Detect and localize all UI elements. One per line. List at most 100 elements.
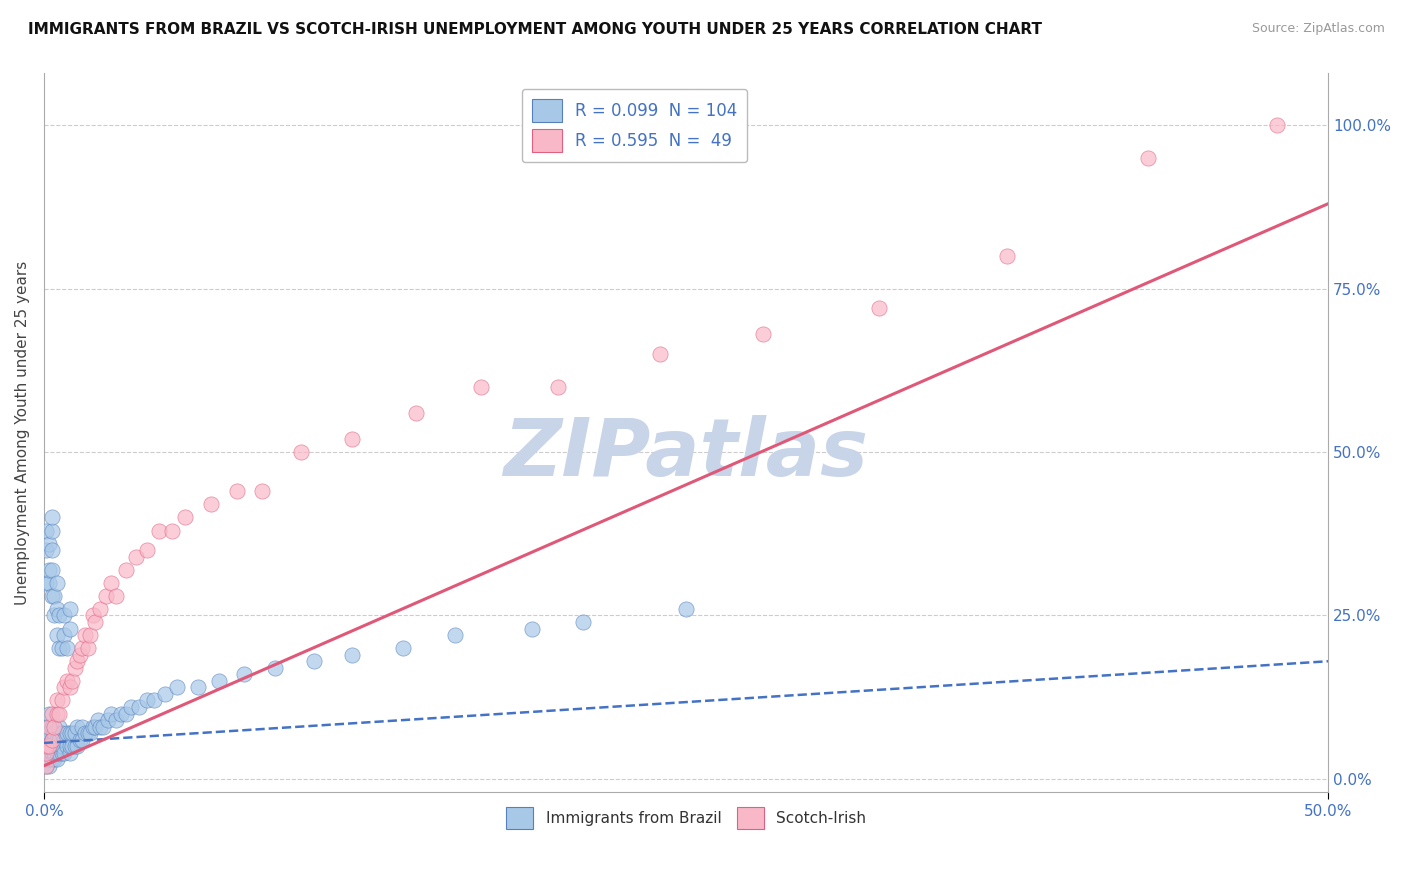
Point bbox=[1137, 151, 1160, 165]
Point bbox=[58, 681, 80, 695]
Point bbox=[650, 347, 672, 361]
Point bbox=[72, 641, 94, 656]
Point bbox=[153, 687, 176, 701]
Point bbox=[44, 726, 66, 740]
Point bbox=[44, 720, 66, 734]
Point bbox=[200, 497, 222, 511]
Point bbox=[82, 720, 104, 734]
Point bbox=[45, 706, 67, 721]
Point bbox=[87, 713, 110, 727]
Point bbox=[547, 380, 569, 394]
Point bbox=[73, 628, 96, 642]
Point bbox=[45, 746, 67, 760]
Point bbox=[38, 739, 60, 754]
Point bbox=[207, 673, 229, 688]
Point bbox=[290, 445, 312, 459]
Point bbox=[51, 746, 73, 760]
Point bbox=[35, 746, 58, 760]
Point bbox=[187, 681, 209, 695]
Point bbox=[38, 706, 60, 721]
Point bbox=[48, 720, 70, 734]
Point bbox=[72, 732, 94, 747]
Point bbox=[1265, 118, 1288, 132]
Point bbox=[38, 759, 60, 773]
Point bbox=[45, 752, 67, 766]
Point bbox=[225, 484, 247, 499]
Point bbox=[250, 484, 273, 499]
Point bbox=[35, 739, 58, 754]
Point bbox=[56, 673, 79, 688]
Point bbox=[53, 732, 76, 747]
Point bbox=[35, 726, 58, 740]
Text: IMMIGRANTS FROM BRAZIL VS SCOTCH-IRISH UNEMPLOYMENT AMONG YOUTH UNDER 25 YEARS C: IMMIGRANTS FROM BRAZIL VS SCOTCH-IRISH U… bbox=[28, 22, 1042, 37]
Point bbox=[41, 563, 63, 577]
Point bbox=[79, 628, 101, 642]
Point bbox=[162, 524, 184, 538]
Point bbox=[56, 641, 79, 656]
Y-axis label: Unemployment Among Youth under 25 years: Unemployment Among Youth under 25 years bbox=[15, 260, 30, 605]
Point bbox=[60, 739, 83, 754]
Point bbox=[41, 739, 63, 754]
Point bbox=[38, 752, 60, 766]
Point bbox=[51, 739, 73, 754]
Point bbox=[48, 608, 70, 623]
Point bbox=[53, 608, 76, 623]
Point bbox=[48, 746, 70, 760]
Point bbox=[63, 726, 86, 740]
Point bbox=[44, 746, 66, 760]
Point bbox=[572, 615, 595, 629]
Point bbox=[44, 589, 66, 603]
Point bbox=[100, 706, 122, 721]
Point bbox=[69, 648, 91, 662]
Point bbox=[38, 563, 60, 577]
Point bbox=[444, 628, 467, 642]
Point bbox=[35, 575, 58, 590]
Point bbox=[35, 543, 58, 558]
Point bbox=[35, 720, 58, 734]
Point bbox=[44, 752, 66, 766]
Point bbox=[104, 589, 127, 603]
Point bbox=[340, 432, 363, 446]
Point bbox=[84, 720, 107, 734]
Point bbox=[79, 726, 101, 740]
Point bbox=[752, 327, 775, 342]
Point bbox=[41, 732, 63, 747]
Point bbox=[44, 608, 66, 623]
Point bbox=[35, 732, 58, 747]
Point bbox=[41, 720, 63, 734]
Point bbox=[41, 524, 63, 538]
Point bbox=[41, 706, 63, 721]
Point bbox=[264, 661, 287, 675]
Point bbox=[45, 628, 67, 642]
Point bbox=[58, 622, 80, 636]
Point bbox=[44, 732, 66, 747]
Point bbox=[51, 726, 73, 740]
Point bbox=[104, 713, 127, 727]
Point bbox=[392, 641, 415, 656]
Point bbox=[125, 549, 148, 564]
Point bbox=[128, 700, 150, 714]
Point bbox=[302, 654, 325, 668]
Point bbox=[56, 726, 79, 740]
Point bbox=[135, 543, 157, 558]
Point bbox=[35, 752, 58, 766]
Point bbox=[38, 536, 60, 550]
Point bbox=[35, 759, 58, 773]
Point bbox=[45, 575, 67, 590]
Point bbox=[51, 693, 73, 707]
Point bbox=[45, 732, 67, 747]
Point bbox=[72, 720, 94, 734]
Point bbox=[91, 720, 114, 734]
Point bbox=[41, 589, 63, 603]
Point bbox=[60, 673, 83, 688]
Point bbox=[38, 720, 60, 734]
Point bbox=[120, 700, 142, 714]
Point bbox=[41, 746, 63, 760]
Point bbox=[48, 732, 70, 747]
Point bbox=[51, 641, 73, 656]
Point bbox=[110, 706, 132, 721]
Point bbox=[41, 732, 63, 747]
Point bbox=[35, 739, 58, 754]
Point bbox=[53, 746, 76, 760]
Point bbox=[520, 622, 543, 636]
